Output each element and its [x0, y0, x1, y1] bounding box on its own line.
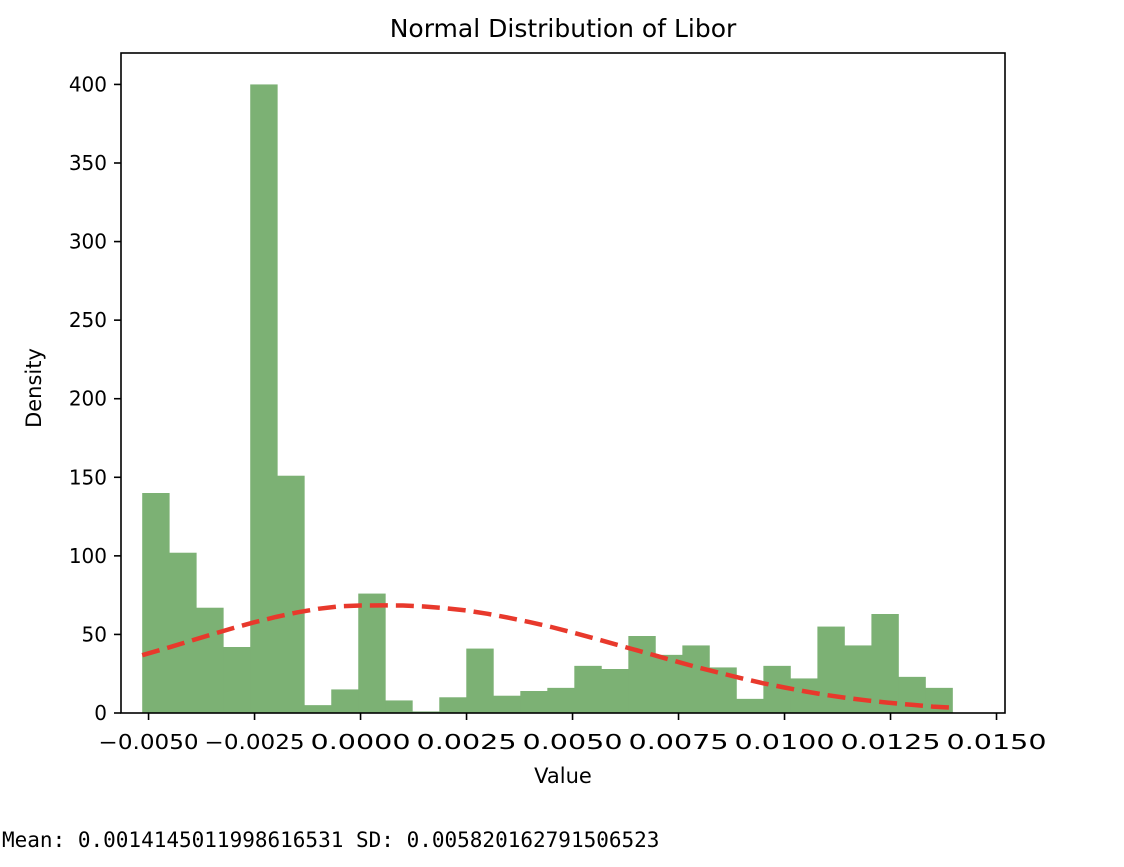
histogram-bar: [466, 648, 494, 713]
histogram-bar: [844, 645, 872, 713]
histogram-bar: [736, 698, 764, 713]
histogram-bar: [790, 678, 818, 713]
x-tick-label: 0.0000: [311, 730, 411, 754]
y-axis: 0 50 100 150 200 250 300 350 400: [69, 72, 121, 725]
y-tick-label: 200: [69, 387, 107, 411]
histogram-bar: [871, 614, 899, 713]
x-tick-label: −0.0050: [99, 730, 199, 754]
x-axis-title: Value: [534, 764, 592, 788]
normal-pdf-curve: [141, 603, 955, 711]
histogram-bar: [196, 607, 224, 713]
histogram-bar: [439, 697, 467, 713]
histogram-chart: Normal Distribution of Libor −0.0050 −0.0…: [22, 14, 1047, 788]
histogram-bar: [682, 645, 710, 713]
histogram-bar: [520, 691, 548, 713]
histogram-bar: [169, 552, 197, 713]
histogram-bar: [574, 665, 602, 713]
histogram-bar: [601, 669, 629, 713]
histogram-bar: [817, 626, 845, 713]
histogram-bar: [385, 700, 413, 713]
histogram-bars: [142, 84, 953, 713]
x-tick-label: −0.0025: [205, 730, 305, 754]
histogram-bar: [358, 593, 386, 713]
mean-sd-output: Mean: 0.0014145011998616531 SD: 0.005820…: [2, 828, 660, 852]
y-tick-label: 150: [69, 465, 107, 489]
histogram-bar: [250, 84, 278, 713]
histogram-bar: [223, 647, 251, 713]
histogram-bar: [142, 493, 170, 713]
x-tick-label: 0.0050: [523, 730, 623, 754]
y-tick-label: 0: [94, 701, 107, 725]
x-tick-label: 0.0125: [841, 730, 941, 754]
histogram-bar: [493, 695, 521, 713]
y-tick-label: 300: [69, 230, 107, 254]
histogram-bar: [655, 654, 683, 713]
plot-frame: [120, 52, 1006, 714]
histogram-bar: [547, 687, 575, 713]
y-tick-label: 350: [69, 151, 107, 175]
y-tick-label: 250: [69, 308, 107, 332]
histogram-bar: [331, 689, 359, 713]
x-axis: −0.0050 −0.0025 0.0000 0.0025 0.0050 0.0075 0.…: [99, 713, 1047, 754]
histogram-bar: [277, 475, 305, 713]
x-tick-label: 0.0075: [629, 730, 729, 754]
y-tick-label: 100: [69, 544, 107, 568]
x-tick-label: 0.0150: [947, 730, 1047, 754]
histogram-bar: [304, 705, 332, 713]
y-axis-title: Density: [22, 348, 46, 428]
y-tick-label: 400: [69, 72, 107, 96]
x-tick-label: 0.0100: [735, 730, 835, 754]
chart-title: Normal Distribution of Libor: [390, 14, 737, 43]
x-tick-label: 0.0025: [417, 730, 517, 754]
y-tick-label: 50: [82, 622, 107, 646]
